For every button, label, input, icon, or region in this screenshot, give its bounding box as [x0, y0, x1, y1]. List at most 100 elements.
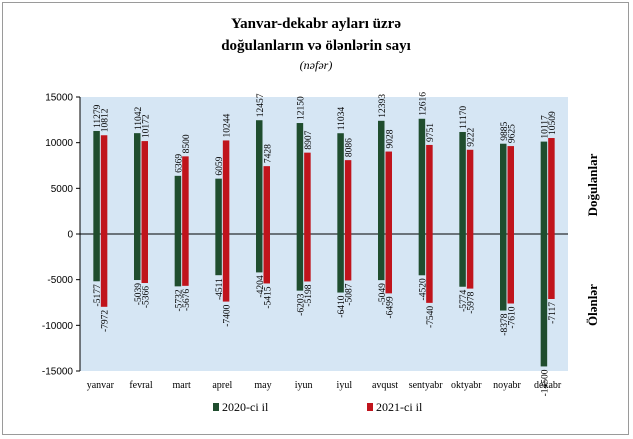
- bar-births-2021: [426, 144, 433, 234]
- data-label: -8378: [500, 313, 510, 335]
- chart-title-line1: Yanvar-dekabr ayları üzrə: [231, 16, 401, 32]
- data-label: 10244: [223, 113, 233, 137]
- bar-deaths-2021: [222, 234, 230, 302]
- data-label: -5039: [134, 283, 144, 305]
- category-label: iyul: [337, 380, 353, 391]
- bar-births-2020: [540, 141, 548, 234]
- data-label: 8907: [304, 130, 314, 149]
- category-label: dekabr: [534, 380, 562, 391]
- data-label: -5774: [459, 289, 469, 311]
- data-label: -6203: [296, 293, 306, 315]
- bar-births-2021: [507, 146, 514, 234]
- legend-swatch: [213, 403, 219, 411]
- y-tick-label: 5000: [51, 184, 74, 195]
- data-label: 9751: [426, 123, 436, 142]
- data-label: -4520: [418, 278, 428, 300]
- bar-deaths-2020: [256, 234, 263, 273]
- bar-deaths-2020: [215, 234, 222, 276]
- data-label: 12457: [256, 93, 266, 117]
- bar-births-2020: [174, 175, 182, 234]
- data-label: 9885: [500, 121, 510, 140]
- bar-births-2020: [378, 120, 385, 234]
- legend-entry: 2020-ci il: [222, 400, 269, 414]
- bar-births-2020: [93, 130, 100, 234]
- category-label: avqust: [372, 380, 398, 391]
- category-label: mart: [173, 380, 192, 391]
- bar-births-2020: [459, 131, 466, 234]
- data-label: -6499: [385, 296, 395, 318]
- data-label: -5676: [182, 289, 192, 311]
- bar-births-2021: [304, 152, 311, 234]
- data-label: -6410: [337, 295, 347, 317]
- data-label: 10117: [540, 115, 550, 139]
- bar-births-2021: [100, 135, 108, 234]
- side-label-births: Doğulanlar: [585, 153, 600, 216]
- category-label: sentyabr: [409, 380, 444, 391]
- category-label: yanvar: [87, 380, 115, 391]
- bar-births-2021: [548, 138, 555, 234]
- data-label: 9625: [507, 124, 517, 143]
- category-label: noyabr: [493, 380, 521, 391]
- bar-deaths-2021: [100, 234, 108, 307]
- data-label: -7400: [223, 304, 233, 326]
- data-label: -7117: [548, 302, 558, 324]
- data-label: -4204: [256, 275, 266, 297]
- data-label: 8500: [182, 134, 192, 153]
- bar-deaths-2021: [466, 234, 474, 289]
- chart-title-line2: doğulanların və ölənlərin sayı: [221, 38, 411, 54]
- data-label: 10172: [141, 114, 151, 138]
- side-label-deaths: Ölənlər: [585, 284, 600, 326]
- data-label: 9028: [385, 129, 395, 148]
- data-label: -7972: [101, 310, 111, 332]
- legend-entry: 2021-ci il: [376, 400, 423, 414]
- bar-births-2020: [500, 143, 507, 234]
- bar-deaths-2020: [540, 234, 548, 367]
- bar-births-2020: [418, 118, 426, 234]
- data-label: 8086: [345, 138, 355, 157]
- data-label: -4511: [215, 278, 225, 300]
- data-label: 11279: [93, 104, 103, 128]
- bar-births-2021: [466, 149, 474, 234]
- bar-deaths-2020: [134, 234, 141, 281]
- bar-births-2020: [215, 178, 222, 234]
- data-label: -5732: [174, 289, 184, 311]
- bar-births-2020: [256, 120, 263, 234]
- data-label: 10509: [548, 111, 558, 135]
- bar-deaths-2020: [337, 234, 344, 293]
- bar-deaths-2020: [296, 234, 304, 291]
- data-label: -5049: [378, 283, 388, 305]
- y-tick-label: -5000: [47, 275, 73, 286]
- bar-deaths-2020: [500, 234, 507, 311]
- y-axis: -15000 -10000 -5000 0 5000 10000 15000: [42, 93, 568, 378]
- bar-births-2021: [141, 141, 148, 234]
- bar-births-2021: [182, 156, 189, 234]
- bars: [93, 118, 555, 367]
- data-label: 11042: [134, 107, 144, 131]
- bar-deaths-2021: [263, 234, 270, 284]
- data-label: 7428: [263, 144, 273, 163]
- data-label: -5177: [93, 284, 103, 306]
- bar-deaths-2021: [304, 234, 311, 282]
- data-labels: 11279 11042 6369 6059 12457 12150 11034 12393 12…: [93, 92, 558, 397]
- bar-deaths-2021: [182, 234, 189, 286]
- y-tick-label: 10000: [45, 138, 73, 149]
- bar-deaths-2020: [459, 234, 466, 287]
- category-label: oktyabr: [451, 380, 482, 391]
- data-label: 6059: [215, 156, 225, 175]
- data-label: -5415: [263, 286, 273, 308]
- data-label: 12393: [378, 94, 388, 118]
- bar-births-2021: [222, 140, 230, 234]
- legend: 2020-ci il 2021-ci il: [213, 400, 423, 414]
- bar-deaths-2021: [426, 234, 433, 303]
- bar-deaths-2020: [378, 234, 385, 281]
- y-tick-label: -10000: [42, 321, 74, 332]
- legend-swatch: [367, 403, 373, 411]
- data-label: -7540: [426, 306, 436, 328]
- y-tick-label: 0: [67, 230, 73, 241]
- y-tick-label: -15000: [42, 367, 74, 378]
- data-label: 12150: [296, 96, 306, 120]
- bar-deaths-2020: [174, 234, 182, 287]
- chart-subtitle: (nəfər): [300, 58, 333, 72]
- category-label: fevral: [129, 380, 153, 391]
- data-label: 12616: [418, 92, 428, 116]
